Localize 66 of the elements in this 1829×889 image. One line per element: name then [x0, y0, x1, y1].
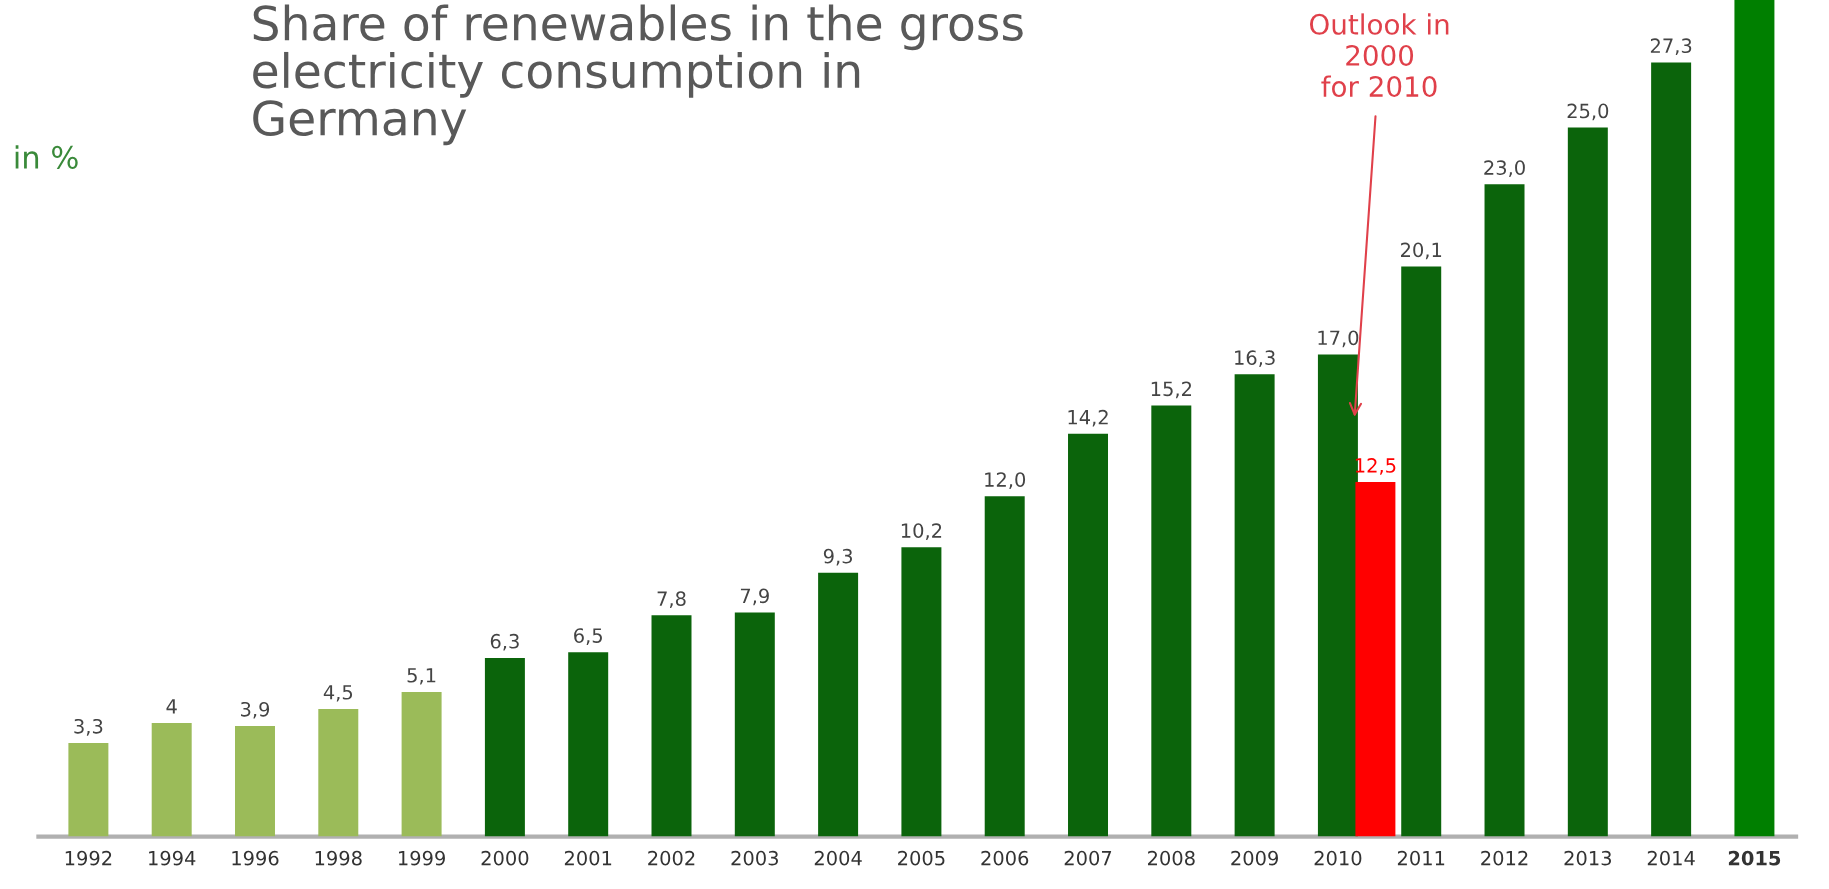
annotation: Outlook in 2000 for 2010 — [1309, 13, 1449, 98]
bar — [568, 652, 609, 837]
data-label: 27,3 — [1650, 38, 1692, 56]
bar — [1355, 482, 1396, 837]
bar — [68, 742, 109, 837]
x-tick-label: 2012 — [1481, 850, 1528, 866]
data-label: 16,3 — [1235, 350, 1275, 367]
bar — [734, 612, 775, 837]
data-label: 20,1 — [1401, 242, 1442, 260]
data-label: 12,0 — [985, 472, 1026, 489]
x-tick-label: 2013 — [1564, 850, 1612, 866]
bar — [1567, 127, 1608, 837]
x-tick-label: 2001 — [564, 850, 612, 866]
data-label: 6,3 — [490, 633, 519, 651]
x-tick-label: 2011 — [1397, 850, 1445, 866]
text: Share of renewables in the gross electricity consumption in Germany — [253, 4, 1023, 146]
data-label: 9,3 — [823, 548, 853, 566]
data-label: 5,1 — [407, 668, 436, 685]
x-tick-label: 1996 — [232, 850, 279, 866]
data-label: 23,0 — [1484, 160, 1525, 177]
x-tick-label: 2008 — [1148, 850, 1195, 866]
bar — [1484, 184, 1525, 837]
y-axis-title: in % — [15, 145, 78, 169]
data-label: 10,2 — [901, 523, 942, 540]
bar — [984, 496, 1025, 837]
data-label: 7,8 — [657, 591, 686, 609]
x-tick-label: 1999 — [398, 850, 445, 866]
bar — [1234, 374, 1275, 837]
x-tick-label: 2004 — [814, 850, 862, 866]
x-tick-label: 2009 — [1231, 850, 1278, 866]
bar — [484, 657, 525, 837]
x-tick-label: 2007 — [1064, 850, 1112, 866]
bar — [235, 725, 275, 837]
data-label: 25,0 — [1567, 103, 1609, 121]
bar — [1401, 266, 1442, 837]
x-tick-label: 2010 — [1314, 850, 1362, 866]
data-label: 14,2 — [1068, 409, 1108, 427]
x-tick-label: 2003 — [731, 850, 778, 866]
x-tick-label: 1992 — [65, 850, 112, 866]
data-label: 4 — [166, 699, 177, 714]
bar — [401, 691, 442, 837]
bar — [151, 723, 192, 837]
bar — [1651, 62, 1692, 837]
data-label: 6,5 — [574, 628, 602, 645]
x-tick-label: 2006 — [981, 850, 1029, 866]
data-label: 4,5 — [323, 685, 353, 702]
data-label: 7,9 — [740, 588, 769, 606]
bar — [1317, 354, 1358, 837]
x-tick-label: 2015 — [1728, 850, 1781, 866]
bar — [1068, 433, 1108, 837]
x-tick-label: 2000 — [481, 850, 529, 866]
bar — [1151, 405, 1192, 837]
x-tick-label: 2005 — [898, 850, 945, 866]
bar — [1734, 0, 1775, 837]
x-tick-label: 1998 — [315, 850, 362, 866]
x-tick-label: 2002 — [648, 850, 695, 866]
bar — [818, 572, 859, 837]
x-tick-label: 1994 — [149, 850, 196, 866]
data-label: 3,9 — [241, 701, 270, 719]
data-label: 15,2 — [1151, 381, 1192, 399]
bar — [901, 547, 942, 837]
data-label: 3,3 — [74, 718, 103, 736]
bar — [651, 615, 692, 837]
bar — [318, 708, 359, 837]
data-label: 17,0 — [1318, 330, 1359, 348]
x-tick-label: 2014 — [1647, 850, 1695, 866]
